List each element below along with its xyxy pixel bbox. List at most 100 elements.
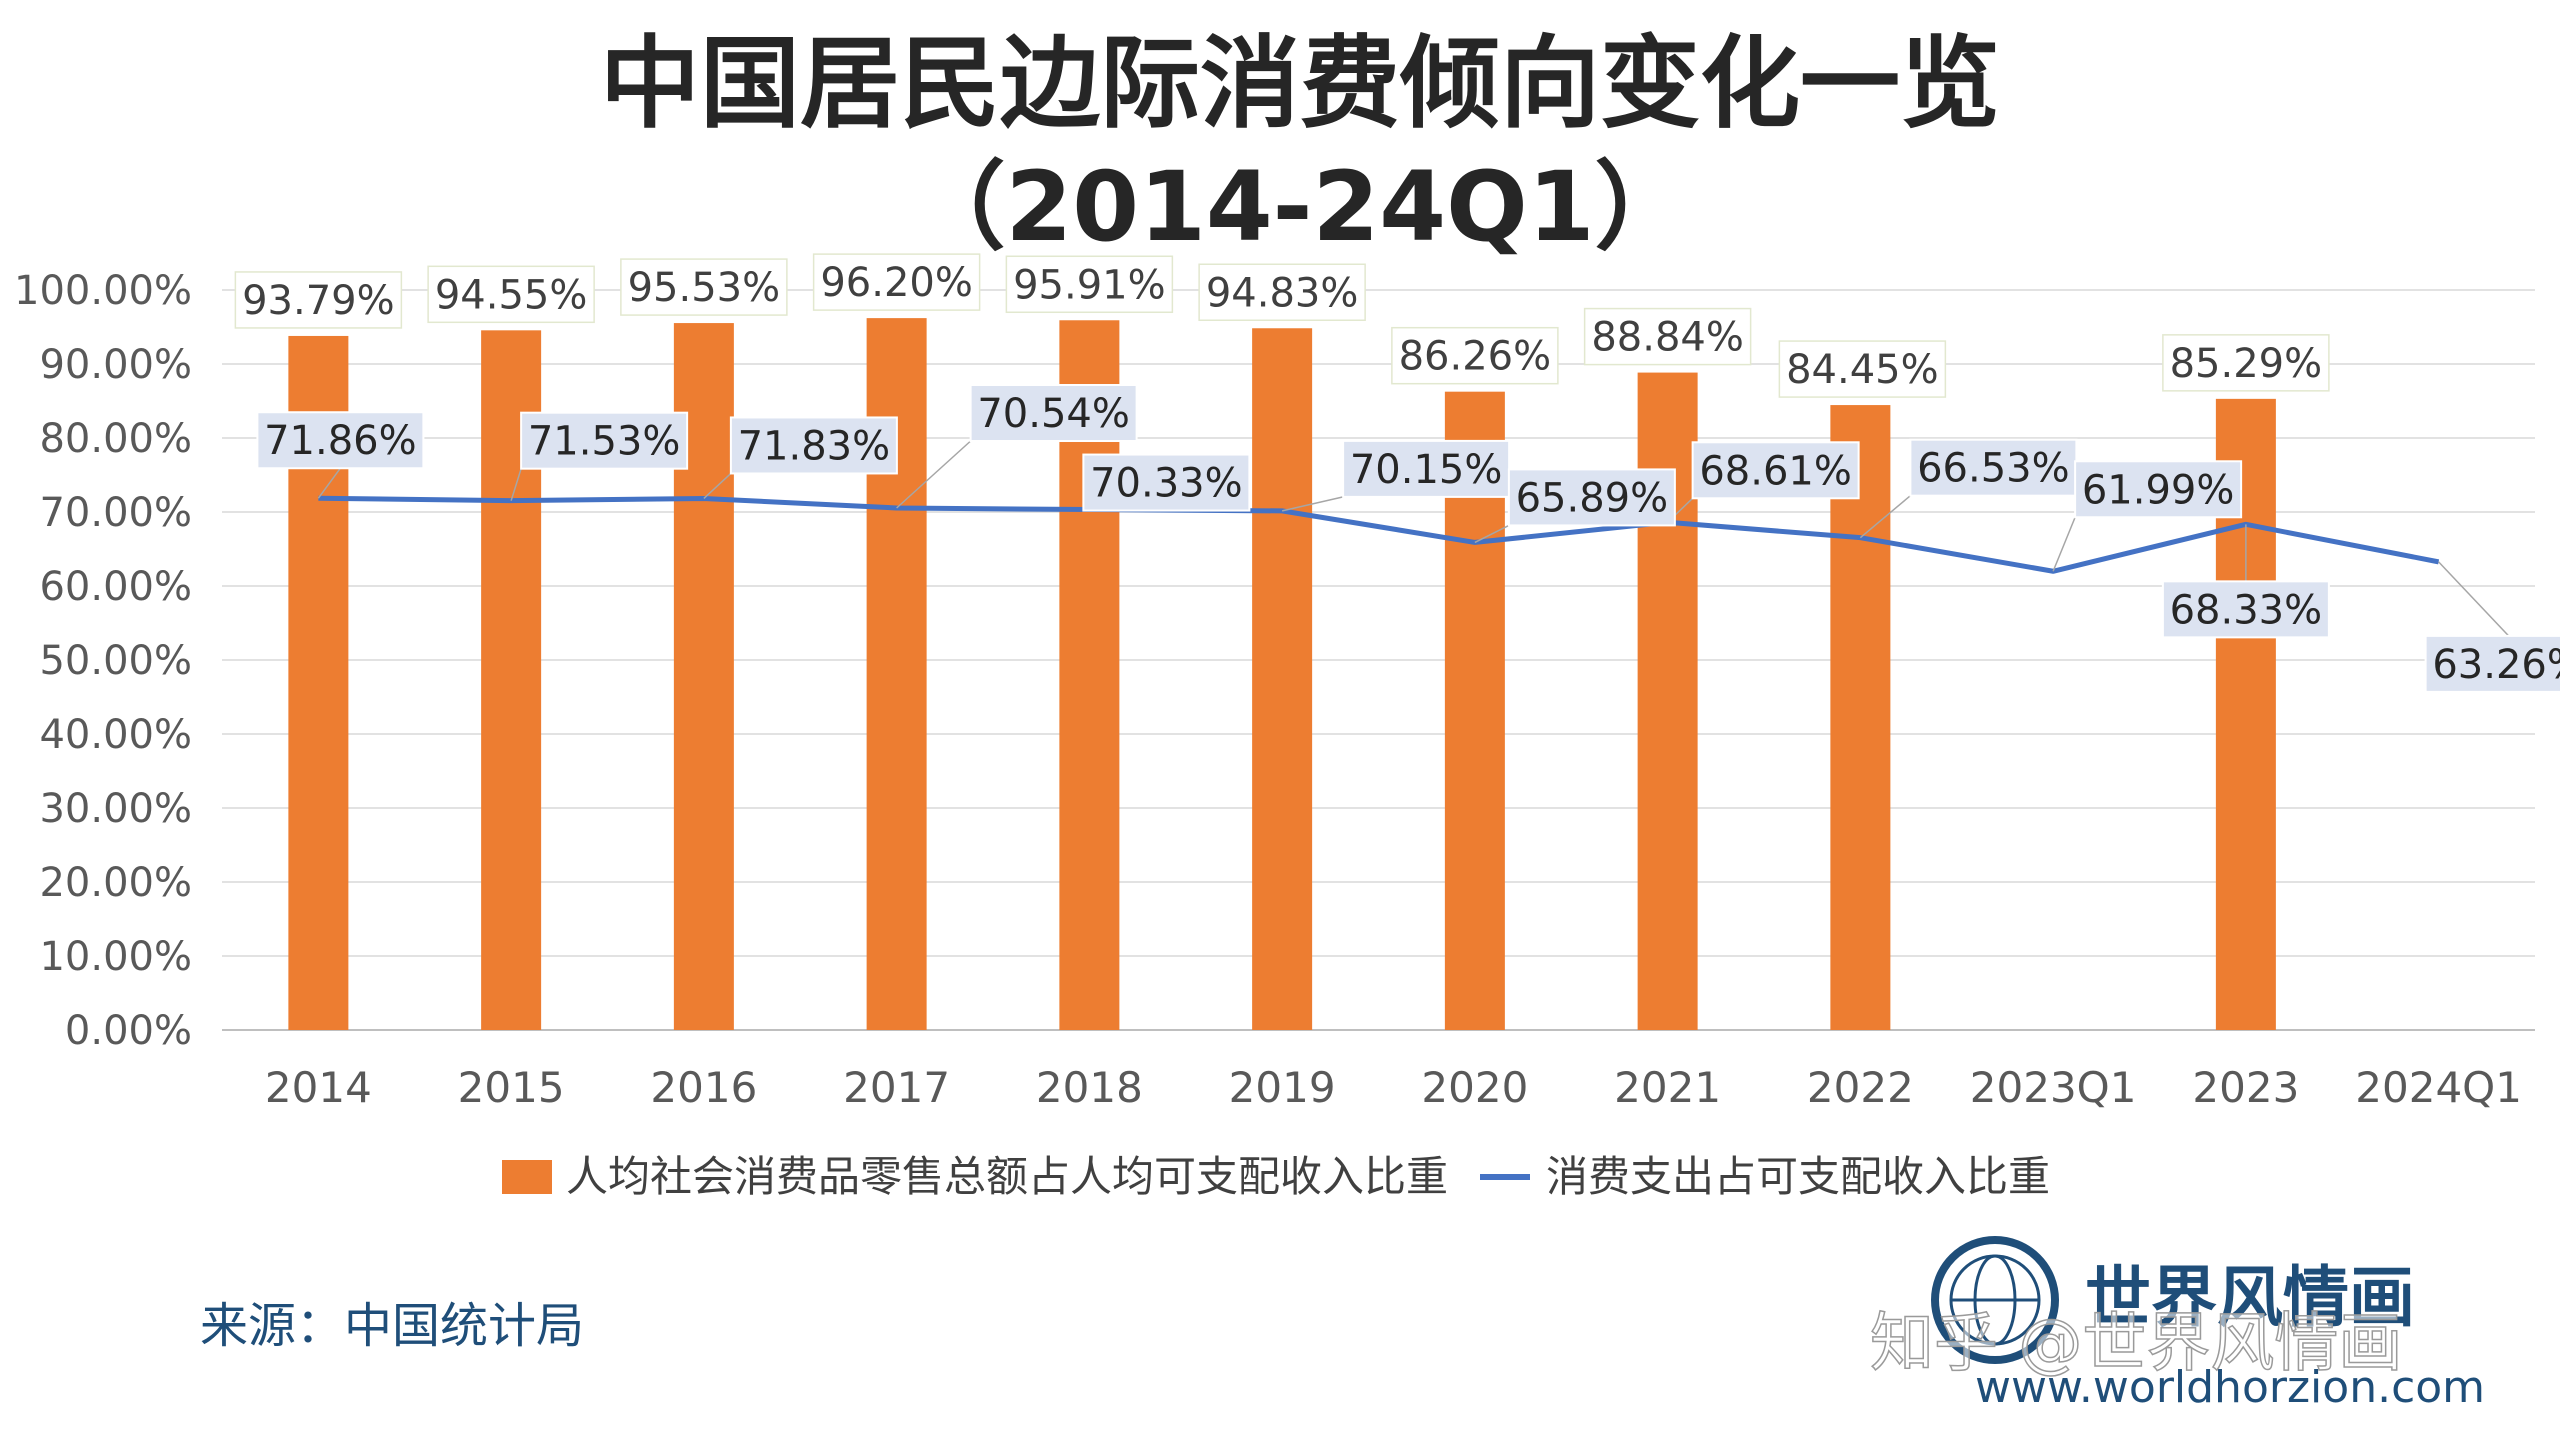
bar-data-label-box [620,258,788,316]
y-tick-label: 100.00% [14,268,192,314]
brand-name: 世界风情画 [2085,1259,2415,1336]
x-tick-label: 2019 [1229,1063,1336,1112]
line-data-label-box [1082,453,1251,512]
bar-data-label-text: 94.83% [1206,270,1359,316]
line-data-label-box [2424,634,2560,693]
x-axis-ticks: 2014 2015 2016 2017 2018 2019 2020 2021 2022 2023… [265,1063,2522,1112]
bar-data-label: 94.83% [1198,263,1366,322]
line-data-label-text: 70.15% [1350,447,1503,493]
label-leader-line [2438,561,2510,637]
line-data-labels: 71.86% 71.53% 71.83% 70.54% 70.33% 70.15% 65.8… [256,384,2560,693]
line-data-label-text: 71.83% [738,423,891,469]
line-data-label-box [969,384,1138,443]
y-tick-label: 70.00% [39,490,192,536]
bar-data-label: 93.79% [234,271,403,329]
bar-data-label-text: 93.79% [242,278,395,324]
label-leader-line [1281,496,1344,512]
bar-data-label: 95.53% [620,258,788,316]
legend-label-line: 消费支出占可支配收入比重 [1546,1152,2050,1201]
gridlines [222,289,2535,1031]
watermark: 知乎 @世界风情画 [1870,1307,2402,1381]
line-data-label: 70.54% [969,384,1138,443]
line-data-label: 61.99% [2074,460,2243,519]
line-data-label-box [1691,441,1860,500]
x-tick-label: 2017 [843,1063,950,1112]
line-data-label-text: 71.86% [264,418,417,464]
line-data-label: 71.53% [520,411,689,470]
line-data-label: 70.33% [1082,453,1251,512]
line-data-label: 70.15% [1342,439,1511,498]
bar-data-label-box [812,253,981,311]
line-data-label: 66.53% [1909,438,2078,497]
line-data-label: 68.61% [1691,441,1860,500]
x-tick-label: 2023Q1 [1970,1063,2137,1112]
y-tick-label: 30.00% [39,786,192,832]
bar-data-label: 88.84% [1583,307,1752,366]
legend-swatch-bar [502,1160,552,1194]
bar-data-label-text: 96.20% [820,260,973,306]
line-data-label-box [256,411,425,470]
bar-data-label-text: 88.84% [1591,315,1744,361]
bar-data-label-text: 95.91% [1013,262,1166,308]
bar-data-label-box [1198,263,1366,322]
line-data-label-text: 70.33% [1090,461,1243,507]
line-data-label-box [520,411,689,470]
bar-data-label-text: 85.29% [2170,341,2323,387]
line-data-label-text: 68.33% [2170,587,2323,633]
label-leader-line [317,467,341,499]
line-data-label: 71.86% [256,411,425,470]
y-tick-label: 0.00% [65,1008,192,1054]
bar-data-label-box [2162,334,2330,392]
bar [1444,391,1505,1030]
bar-data-label-text: 94.55% [435,272,588,318]
bar-data-label-box [1778,340,1947,398]
bar [1252,328,1313,1030]
legend: 人均社会消费品零售总额占人均可支配收入比重 消费支出占可支配收入比重 [502,1152,2050,1201]
x-tick-label: 2024Q1 [2355,1063,2522,1112]
line-data-label: 65.89% [1507,468,1676,527]
line-data-label-text: 63.26% [2432,642,2560,688]
line-data-label-box [1909,438,2078,497]
y-tick-label: 90.00% [39,342,192,388]
brand-url: www.worldhorzion.com [1975,1362,2485,1413]
bar-data-label: 84.45% [1778,340,1947,398]
globe-icon [1931,1236,2059,1364]
line-data-label-text: 70.54% [977,391,1130,437]
line-path [318,495,2440,574]
x-tick-label: 2018 [1036,1063,1143,1112]
bar-data-label: 95.91% [1005,255,1174,314]
x-tick-label: 2016 [650,1063,757,1112]
chart-title: 中国居民边际消费倾向变化一览 [600,25,2000,142]
x-tick-label: 2014 [265,1063,372,1112]
line-data-label: 63.26% [2424,634,2560,693]
x-tick-label: 2021 [1614,1063,1721,1112]
bar-data-labels: 93.79% 94.55% 95.53% 96.20% 95.91% 94.83% 86.2… [234,253,2330,398]
label-leader-line [896,440,972,509]
source-note: 来源：中国统计局 [200,1298,584,1354]
legend-label-bar: 人均社会消费品零售总额占人均可支配收入比重 [566,1152,1448,1201]
bar-data-label-box [234,271,403,329]
line-data-label-text: 71.53% [528,419,681,465]
bar-data-label-text: 86.26% [1399,334,1552,380]
bar-data-label: 85.29% [2162,334,2330,392]
x-tick-label: 2022 [1807,1063,1914,1112]
y-tick-label: 60.00% [39,564,192,610]
line-data-label-box [2161,580,2330,639]
bar [1830,405,1891,1030]
y-tick-label: 80.00% [39,416,192,462]
chart-subtitle: （2014-24Q1） [909,151,1690,263]
y-tick-label: 40.00% [39,712,192,758]
bar-data-label: 94.55% [427,265,595,324]
label-leader-line [510,468,522,501]
line-data-label-text: 66.53% [1917,446,2070,492]
bar-data-label-box [1583,307,1752,366]
bar-data-label-box [427,265,595,324]
line-data-label: 71.83% [729,416,898,475]
label-leader-line [703,472,732,500]
line-data-label-text: 61.99% [2082,467,2235,513]
x-tick-label: 2015 [458,1063,565,1112]
y-axis-ticks: 100.00% 90.00% 80.00% 70.00% 60.00% 50.00% 40.… [14,268,192,1054]
label-leader-line [1474,524,1510,544]
bar-data-label-text: 84.45% [1786,347,1939,393]
